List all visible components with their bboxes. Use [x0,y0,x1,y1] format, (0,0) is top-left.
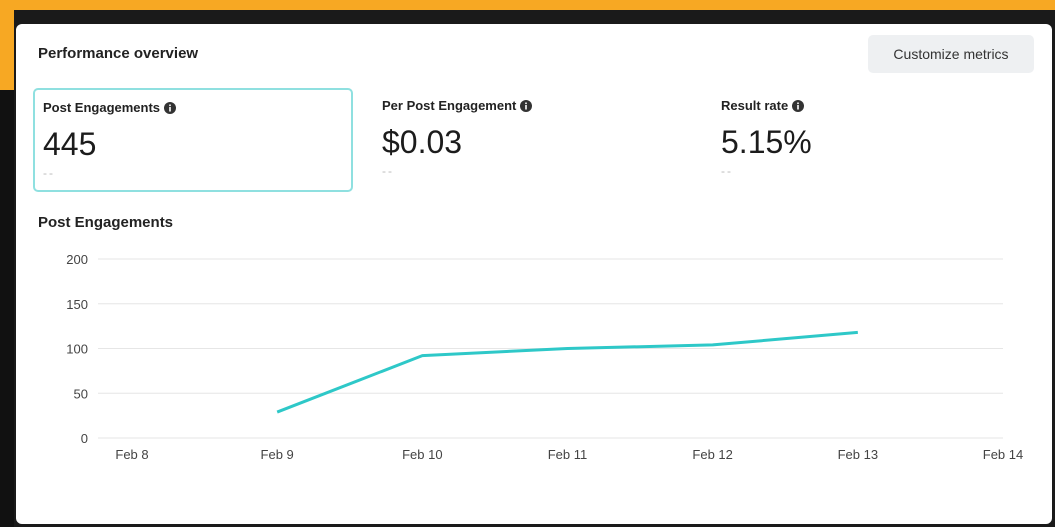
y-tick-label: 200 [66,252,88,267]
chart-title: Post Engagements [38,214,173,231]
info-icon[interactable] [520,99,533,112]
metric-value: $0.03 [382,124,463,160]
x-tick-label: Feb 11 [548,447,588,462]
top-bar [0,0,1055,10]
y-tick-label: 50 [74,386,88,401]
info-icon[interactable] [792,99,805,112]
metric-label: Post Engagements [43,100,161,115]
info-dot [797,102,800,104]
panel-title: Performance overview [38,45,199,62]
panel: Performance overview Customize metrics P… [16,24,1052,524]
y-tick-label: 100 [66,342,88,357]
metric-label-row: Per Post Engagement [382,98,533,113]
y-tick-label: 150 [66,297,88,312]
info-stroke [169,106,171,111]
x-tick-label: Feb 12 [692,447,732,462]
metric-card[interactable]: Post Engagements 445 -- [33,88,353,192]
info-stroke [797,104,800,109]
info-stroke [525,104,528,109]
info-icon[interactable] [164,101,177,114]
x-tick-label: Feb 14 [983,447,1023,462]
metric-change: -- [721,164,733,178]
metric-value: 445 [43,126,97,162]
side-bar [0,0,14,90]
customize-button[interactable]: Customize metrics [868,35,1034,73]
metric-change: -- [43,166,55,180]
metric-value: 5.15% [721,124,812,160]
metric-label-row: Result rate [721,98,805,113]
line-series [276,330,858,414]
metric-change: -- [382,164,394,178]
metric-label-row: Post Engagements [43,100,177,115]
side-bar [0,90,14,527]
metric-label: Result rate [721,98,789,113]
info-dot [169,104,171,106]
y-tick-label: 0 [81,431,88,446]
metric-card[interactable]: Result rate 5.15% -- [713,88,1033,192]
info-dot [525,102,528,104]
metric-label: Per Post Engagement [382,98,517,113]
x-tick-label: Feb 8 [115,447,148,462]
x-tick-label: Feb 13 [838,447,878,462]
chart: Post Engagements 0 50 100 150 200 Feb 8 Feb 9 F… [38,214,1023,462]
metric-card[interactable]: Per Post Engagement $0.03 -- [374,88,694,192]
x-tick-label: Feb 10 [402,447,442,462]
x-tick-label: Feb 9 [261,447,294,462]
